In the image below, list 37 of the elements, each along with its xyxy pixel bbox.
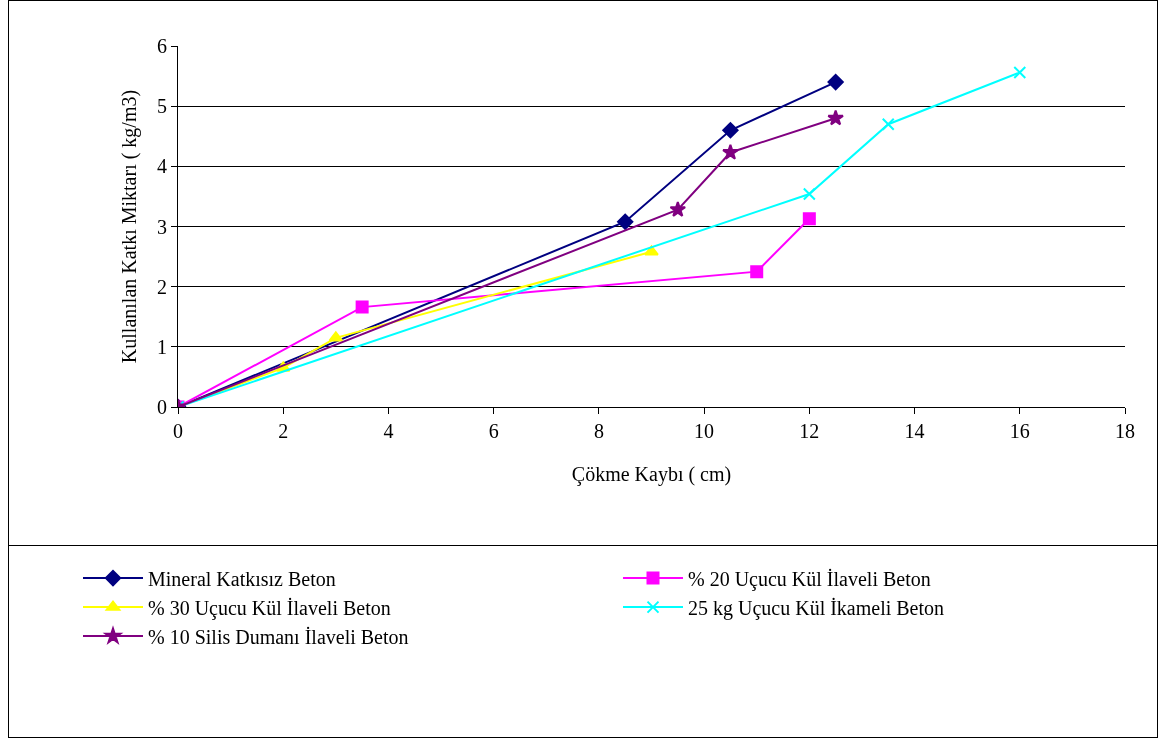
point	[750, 265, 764, 279]
legend-label: % 20 Uçucu Kül İlaveli Beton	[688, 567, 931, 591]
x-tick-label: 4	[383, 420, 394, 442]
x-tick-label: 0	[173, 420, 183, 442]
x-tick-label: 6	[488, 420, 499, 442]
y-tick-label: 5	[157, 95, 167, 118]
x-tick-label: 8	[593, 420, 604, 442]
y-tick-label: 2	[157, 275, 167, 298]
legend-label: Mineral Katkısız Beton	[148, 567, 336, 590]
legend-label: % 10 Silis Dumanı İlaveli Beton	[148, 625, 409, 648]
point	[355, 300, 369, 314]
point	[722, 122, 739, 139]
x-tick-label: 18	[1115, 420, 1135, 442]
point	[669, 200, 687, 217]
y-tick-label: 1	[157, 335, 167, 358]
point	[802, 212, 816, 226]
y-tick-label: 0	[157, 396, 167, 418]
x-axis-title: Çökme Kaybı ( cm)	[571, 462, 732, 486]
y-tick-label: 6	[157, 35, 167, 57]
y-tick-label: 4	[157, 155, 167, 178]
point	[1013, 65, 1027, 79]
point	[617, 213, 634, 230]
point	[827, 109, 844, 126]
point	[881, 117, 895, 131]
legend-label: 25 kg Uçucu Kül İkameli Beton	[688, 596, 945, 620]
x-tick-label: 14	[904, 420, 925, 442]
y-tick-label: 3	[157, 215, 167, 238]
x-tick-label: 2	[278, 420, 289, 442]
legend-label: % 30 Uçucu Kül İlaveli Beton	[148, 596, 391, 620]
x-tick-label: 10	[694, 420, 715, 442]
point	[722, 143, 739, 160]
y-axis-title: Kullanılan Katkı Miktarı ( kg/m3)	[117, 89, 141, 364]
point	[827, 73, 844, 91]
point	[644, 245, 659, 256]
point	[802, 187, 816, 201]
x-tick-label: 12	[799, 420, 820, 442]
x-tick-label: 16	[1009, 420, 1030, 442]
